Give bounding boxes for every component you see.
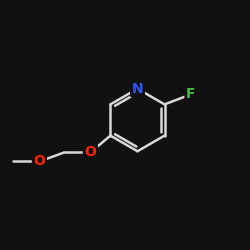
Text: O: O xyxy=(34,154,45,168)
Text: O: O xyxy=(84,146,96,160)
Text: N: N xyxy=(132,82,143,96)
Text: F: F xyxy=(186,88,196,102)
